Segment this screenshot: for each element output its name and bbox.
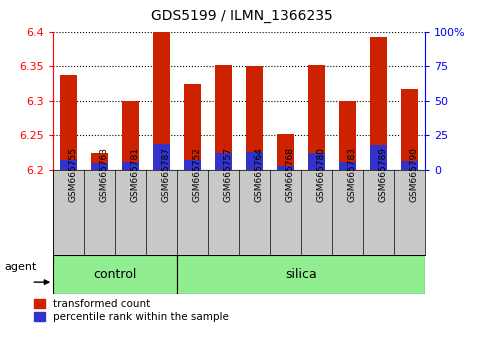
Bar [339, 101, 356, 170]
Bar [153, 32, 170, 170]
Text: GSM665789: GSM665789 [379, 147, 387, 202]
Bar [215, 65, 232, 170]
Text: GSM665763: GSM665763 [99, 147, 109, 202]
Text: GSM665768: GSM665768 [285, 147, 295, 202]
Bar [91, 163, 108, 170]
Text: GSM665764: GSM665764 [255, 147, 264, 202]
Bar [401, 161, 418, 170]
Bar [401, 89, 418, 170]
Text: agent: agent [5, 262, 37, 272]
Legend: transformed count, percentile rank within the sample: transformed count, percentile rank withi… [34, 299, 229, 322]
Text: GSM665755: GSM665755 [69, 147, 78, 202]
Bar [60, 160, 77, 170]
Bar [370, 145, 387, 170]
Text: GSM665783: GSM665783 [348, 147, 356, 202]
Text: control: control [93, 268, 137, 281]
Bar [177, 255, 425, 294]
Bar [308, 153, 325, 170]
Bar [153, 144, 170, 170]
Bar [277, 166, 294, 170]
Text: GDS5199 / ILMN_1366235: GDS5199 / ILMN_1366235 [151, 9, 332, 23]
Text: GSM665781: GSM665781 [130, 147, 140, 202]
Bar [53, 255, 177, 294]
Bar [370, 38, 387, 170]
Text: GSM665790: GSM665790 [410, 147, 419, 202]
Text: GSM665787: GSM665787 [162, 147, 170, 202]
Bar [246, 66, 263, 170]
Bar [91, 153, 108, 170]
Bar [184, 84, 201, 170]
Bar [60, 75, 77, 170]
Bar [122, 101, 139, 170]
Bar [339, 162, 356, 170]
Bar [277, 134, 294, 170]
Bar [215, 153, 232, 170]
Text: GSM665757: GSM665757 [224, 147, 233, 202]
Bar [184, 160, 201, 170]
Text: silica: silica [285, 268, 317, 281]
Text: GSM665780: GSM665780 [316, 147, 326, 202]
Bar [246, 152, 263, 170]
Bar [122, 162, 139, 170]
Bar [308, 65, 325, 170]
Text: GSM665752: GSM665752 [193, 147, 201, 202]
